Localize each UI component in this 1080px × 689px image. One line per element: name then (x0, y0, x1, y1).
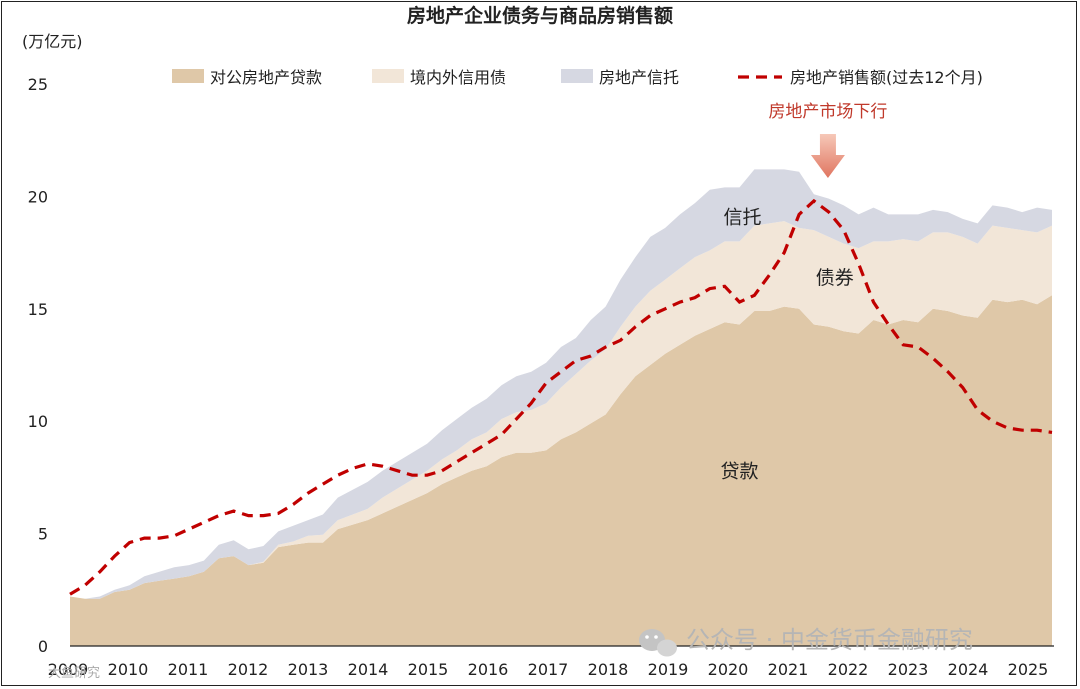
area-label: 债券 (816, 267, 854, 289)
x-tick-label: 2014 (348, 660, 389, 679)
x-tick-label: 2012 (228, 660, 269, 679)
legend-swatch (372, 69, 404, 83)
legend-label: 房地产信托 (599, 68, 679, 87)
legend: 对公房地产贷款 境内外信用债 房地产信托 房地产销售额(过去12个月) (172, 68, 983, 87)
x-tick-label: 2013 (288, 660, 329, 679)
annotation: 房地产市场下行 (768, 102, 887, 178)
x-tick-label: 2010 (108, 660, 149, 679)
x-tick-label: 2025 (1008, 660, 1049, 679)
x-tick-label: 2015 (408, 660, 449, 679)
legend-label: 房地产销售额(过去12个月) (790, 68, 983, 87)
y-tick-label: 15 (28, 300, 48, 319)
watermark-text: 公众号 · 中金货币金融研究 (686, 626, 973, 654)
x-tick-label: 2020 (708, 660, 749, 679)
legend-swatch (172, 69, 204, 83)
area-label: 信托 (724, 206, 762, 228)
annotation-text: 房地产市场下行 (768, 102, 887, 122)
x-tick-label: 2018 (588, 660, 629, 679)
area-series-3 (70, 169, 1052, 599)
area-label: 贷款 (721, 460, 759, 482)
sales-line (69, 198, 1053, 596)
x-tick-label: 2022 (828, 660, 869, 679)
stacked-areas (70, 169, 1052, 646)
legend-item: 房地产信托 (561, 68, 679, 87)
x-tick-label: 2023 (888, 660, 929, 679)
x-tick-label: 2019 (648, 660, 689, 679)
x-tick-label: 2016 (468, 660, 509, 679)
watermark: 公众号 · 中金货币金融研究 大鱼研究 (48, 626, 973, 681)
y-tick-label: 10 (28, 412, 48, 431)
y-axis-unit: (万亿元) (22, 32, 83, 51)
annotation-arrow (810, 134, 845, 178)
y-tick-label: 0 (38, 637, 48, 656)
legend-item: 房地产销售额(过去12个月) (738, 68, 983, 87)
legend-item: 对公房地产贷款 (172, 68, 322, 87)
legend-label: 境内外信用债 (410, 68, 506, 87)
y-tick-label: 5 (38, 525, 48, 544)
x-tick-label: 2009 (48, 660, 89, 679)
area-series-2 (70, 221, 1052, 599)
legend-swatch (561, 69, 593, 83)
y-tick-label: 25 (28, 75, 48, 94)
x-tick-label: 2017 (528, 660, 569, 679)
legend-item: 境内外信用债 (372, 68, 506, 87)
x-tick-label: 2024 (948, 660, 989, 679)
y-tick-label: 20 (28, 187, 48, 206)
sales-line-layer (69, 198, 1053, 596)
chart-title: 房地产企业债务与商品房销售额 (407, 4, 673, 27)
legend-label: 对公房地产贷款 (210, 68, 322, 87)
wechat-icon (639, 629, 677, 657)
corner-watermark: 大鱼研究 (48, 665, 100, 681)
area-series-1 (70, 295, 1052, 646)
x-tick-label: 2021 (768, 660, 809, 679)
x-tick-label: 2011 (168, 660, 209, 679)
